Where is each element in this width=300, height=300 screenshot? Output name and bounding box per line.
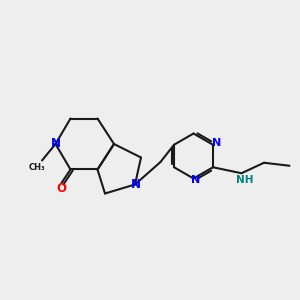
Text: N: N	[191, 175, 200, 185]
Text: CH₃: CH₃	[28, 163, 45, 172]
Text: O: O	[56, 182, 67, 195]
Text: N: N	[130, 178, 141, 191]
Text: NH: NH	[236, 175, 254, 185]
Text: N: N	[212, 138, 221, 148]
Text: N: N	[50, 137, 61, 150]
